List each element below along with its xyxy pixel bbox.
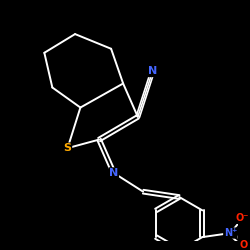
Text: N: N xyxy=(148,66,157,76)
Text: N: N xyxy=(109,168,118,178)
Text: N⁺: N⁺ xyxy=(224,228,237,238)
Text: S: S xyxy=(64,143,72,153)
Text: O⁻: O⁻ xyxy=(236,214,249,224)
Text: O: O xyxy=(240,240,248,250)
